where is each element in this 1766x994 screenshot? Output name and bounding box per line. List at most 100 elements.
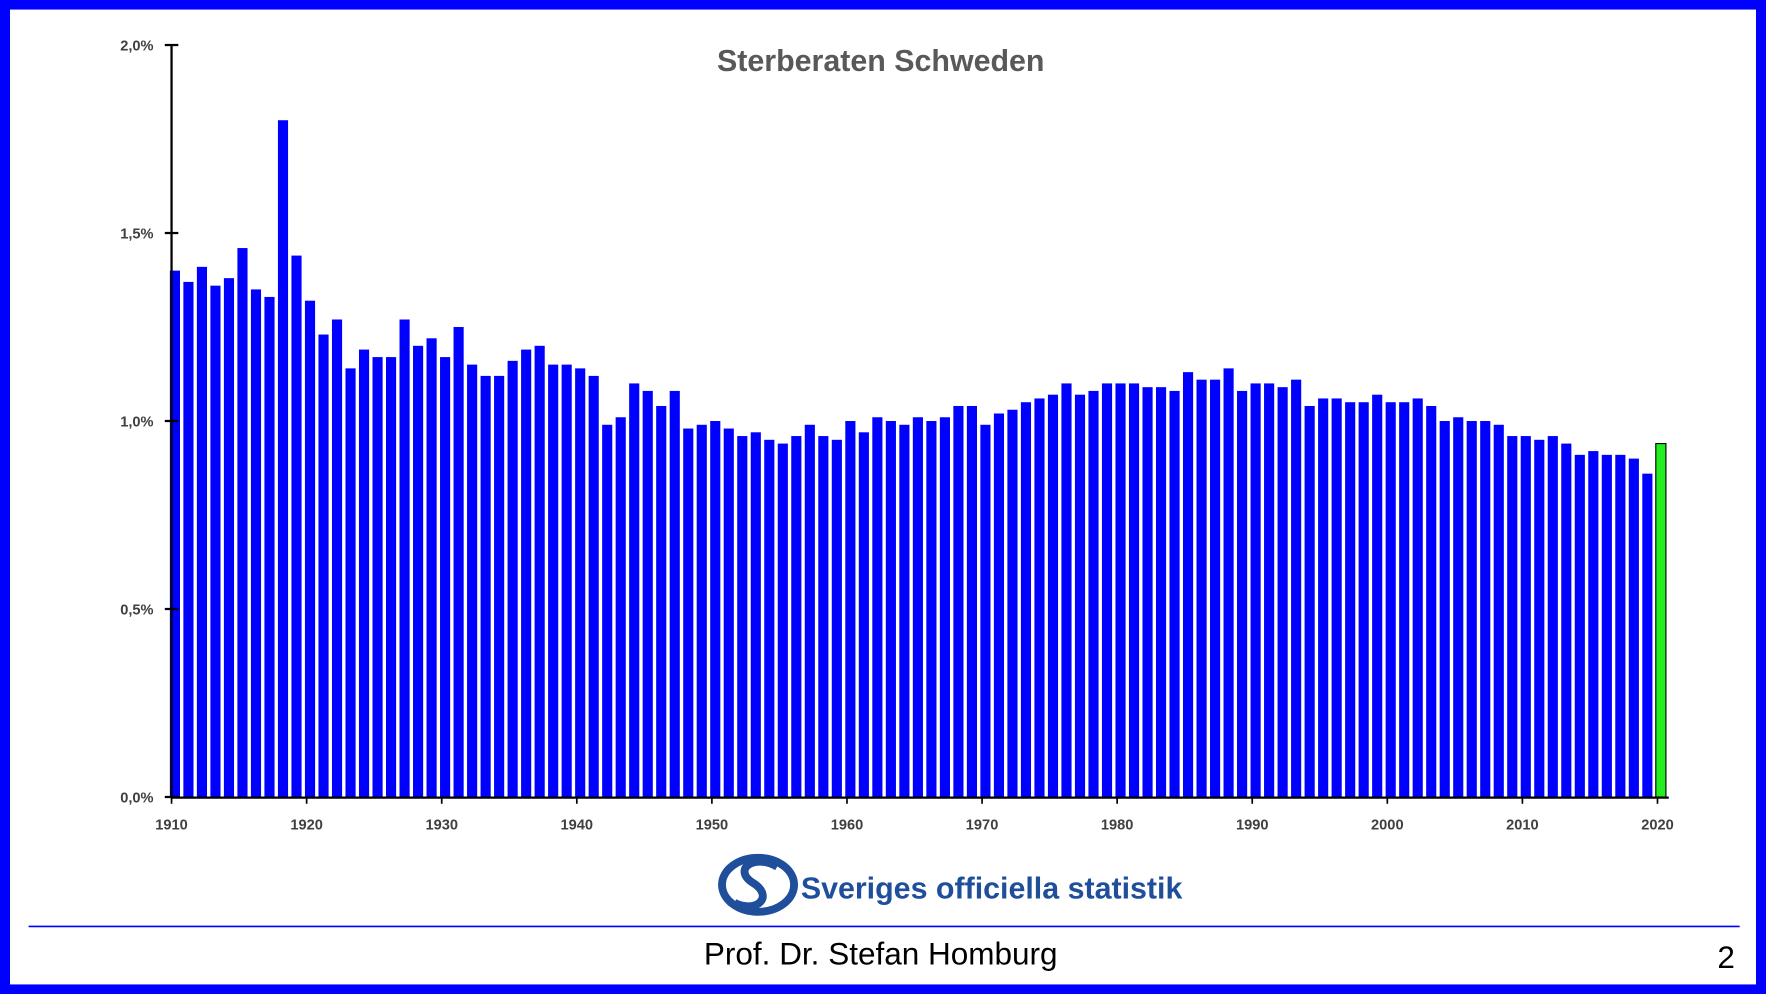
bar-2011	[1534, 439, 1545, 798]
bar-2015	[1588, 451, 1599, 798]
bar-2000	[1385, 402, 1396, 798]
bar-1963	[885, 421, 896, 798]
bar-1920	[304, 300, 316, 798]
bar-1967	[939, 417, 950, 798]
bar-2001	[1399, 402, 1410, 798]
bar-2019	[1642, 473, 1653, 798]
bar-1961	[858, 432, 869, 798]
x-tick-label: 1990	[1236, 818, 1269, 834]
bar-1984	[1169, 390, 1180, 798]
bar-2010	[1520, 436, 1531, 798]
bar-1917	[264, 296, 275, 798]
bar-1918	[277, 120, 289, 798]
bar-1960	[845, 421, 856, 798]
bar-1919	[291, 255, 302, 798]
bar-1936	[521, 349, 532, 798]
bar-1999	[1372, 394, 1383, 798]
x-tick-label: 1910	[155, 818, 188, 834]
bar-2012	[1547, 436, 1558, 798]
bar-1922	[331, 319, 343, 798]
bar-1912	[196, 266, 208, 798]
bar-1951	[723, 428, 734, 798]
bar-1975	[1047, 394, 1059, 798]
bar-1938	[548, 364, 559, 798]
bar-1952	[737, 436, 748, 798]
bar-1930	[440, 357, 451, 798]
page-number: 2	[1717, 939, 1735, 975]
bar-1913	[210, 285, 221, 798]
bar-1944	[629, 383, 640, 798]
bar-1959	[831, 439, 842, 798]
x-tick-label: 2000	[1371, 818, 1404, 834]
y-tick-label: 1,0%	[120, 415, 153, 431]
bar-1991	[1264, 383, 1275, 798]
bar-1973	[1020, 402, 1032, 798]
bar-1939	[561, 364, 572, 798]
bar-1956	[791, 436, 802, 798]
bar-1987	[1210, 379, 1221, 798]
bar-2020	[1655, 443, 1667, 798]
bar-1985	[1183, 372, 1194, 798]
bar-1950	[710, 421, 721, 798]
bar-1998	[1358, 402, 1369, 798]
bar-1981	[1128, 383, 1140, 798]
bar-1989	[1237, 390, 1248, 798]
bar-1927	[399, 319, 410, 798]
bar-2006	[1466, 421, 1477, 798]
sos-logo: Sveriges officiella statistik	[718, 853, 1183, 916]
bar-1926	[386, 357, 397, 798]
bar-1968	[953, 405, 964, 798]
bar-1982	[1142, 387, 1153, 798]
bar-1937	[534, 345, 545, 798]
bar-1992	[1277, 387, 1288, 798]
x-tick-label: 2020	[1641, 818, 1674, 834]
footer-author: Prof. Dr. Stefan Homburg	[704, 936, 1058, 972]
bar-1941	[588, 375, 599, 798]
bar-1997	[1345, 402, 1356, 798]
bar-2013	[1561, 443, 1572, 798]
bar-1994	[1304, 405, 1315, 798]
bar-1916	[250, 289, 262, 798]
bar-2003	[1426, 405, 1437, 798]
bar-1931	[453, 327, 464, 798]
y-tick-label: 0,5%	[120, 603, 153, 619]
bar-1970	[980, 424, 991, 798]
bar-1935	[507, 360, 518, 798]
bar-1996	[1331, 398, 1342, 798]
bar-1958	[818, 436, 829, 798]
bar-1993	[1291, 379, 1302, 798]
bar-1915	[237, 248, 248, 798]
x-tick-label: 1970	[966, 818, 999, 834]
bar-1942	[602, 424, 613, 798]
bar-1949	[696, 424, 707, 798]
x-tick-label: 1950	[696, 818, 729, 834]
bar-1988	[1223, 368, 1234, 798]
bar-2009	[1507, 436, 1518, 798]
bar-1932	[467, 364, 478, 798]
bar-1924	[358, 349, 370, 798]
y-tick-label: 0,0%	[120, 791, 153, 807]
bar-1929	[426, 338, 437, 798]
bar-1940	[575, 368, 586, 798]
bar-1962	[872, 417, 883, 798]
bar-1953	[750, 432, 761, 798]
bar-1976	[1061, 383, 1072, 798]
bar-1964	[899, 424, 910, 798]
bar-1965	[912, 417, 923, 798]
bar-1966	[926, 421, 937, 798]
bar-1923	[345, 368, 356, 798]
bar-1954	[764, 439, 775, 798]
bar-1934	[494, 375, 505, 798]
x-tick-label: 1960	[831, 818, 864, 834]
bar-1921	[318, 334, 329, 798]
bar-1972	[1007, 409, 1018, 798]
bar-1914	[223, 278, 235, 798]
bar-1980	[1115, 383, 1126, 798]
bar-1933	[480, 375, 491, 798]
sos-logo-text: Sveriges officiella statistik	[801, 871, 1183, 905]
bar-2018	[1628, 458, 1639, 798]
x-tick-label: 1920	[290, 818, 323, 834]
bar-1945	[642, 390, 653, 798]
bar-1925	[372, 357, 383, 798]
